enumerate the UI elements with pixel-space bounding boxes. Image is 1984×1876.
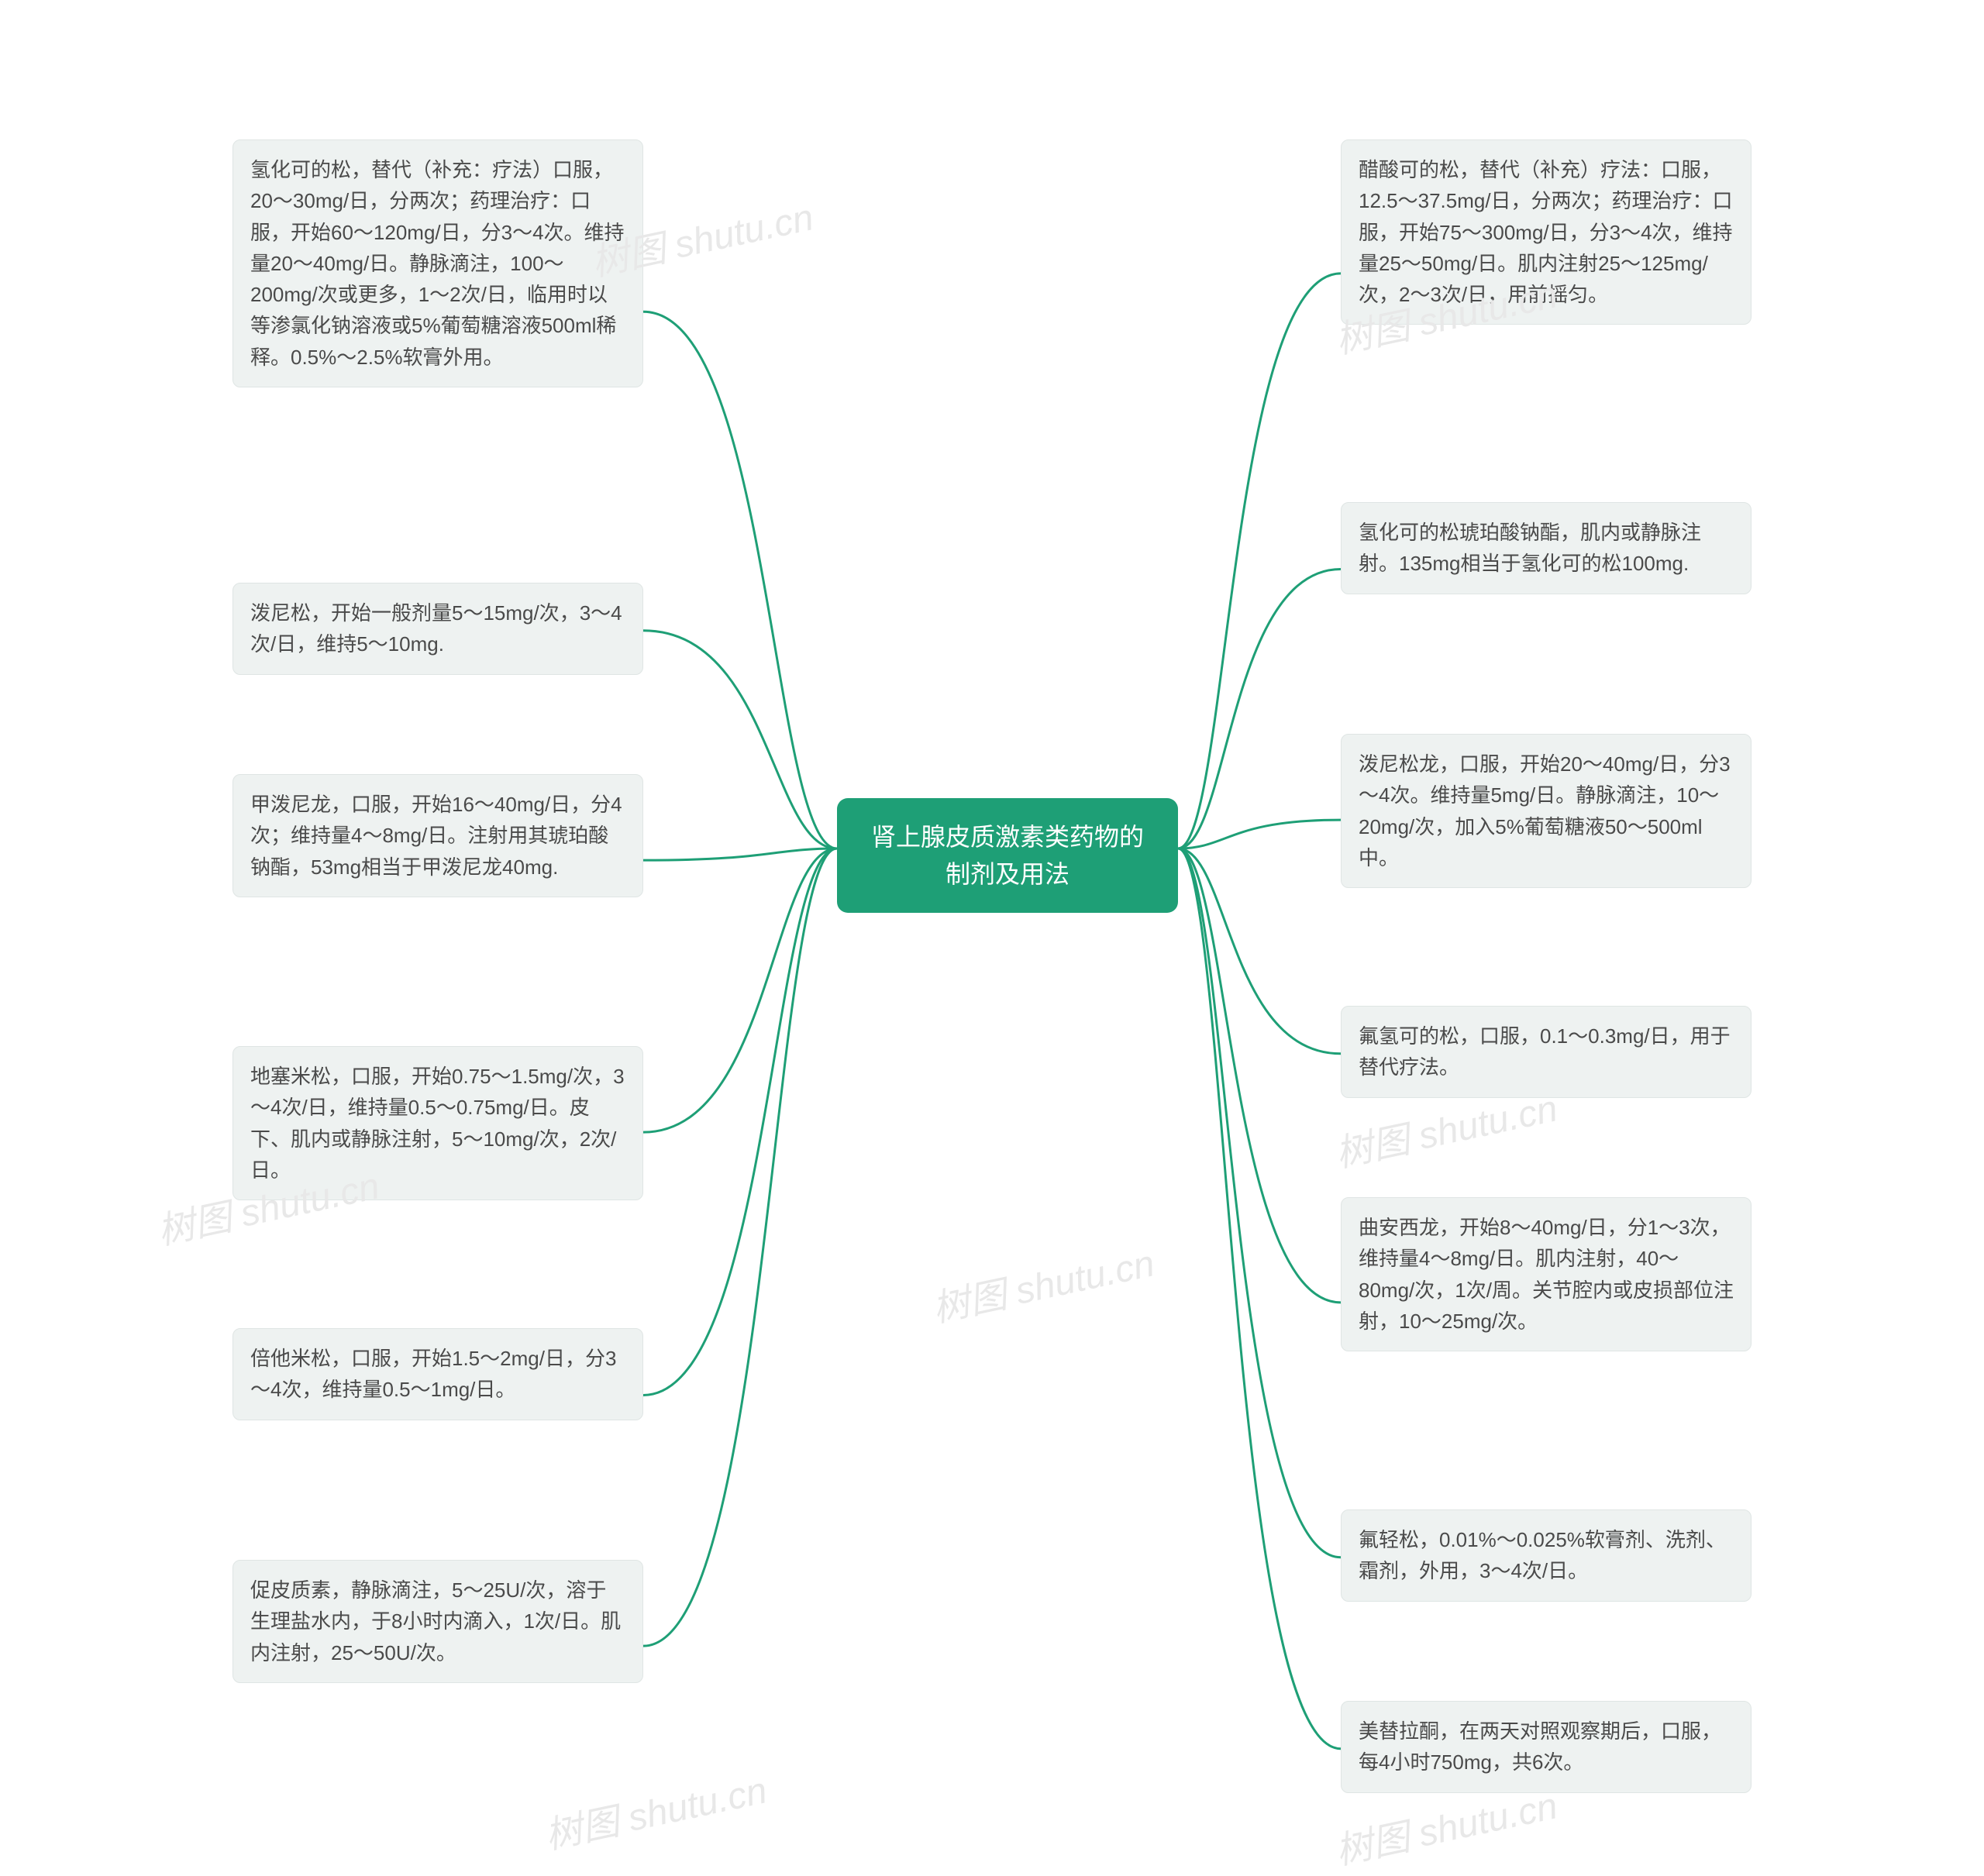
left-node-l3: 甲泼尼龙，口服，开始16～40mg/日，分4次；维持量4～8mg/日。注射用其琥… <box>232 774 643 897</box>
watermark-3: 树图 shutu.cn <box>927 1233 1159 1333</box>
right-node-r6: 氟轻松，0.01%～0.025%软膏剂、洗剂、霜剂，外用，3～4次/日。 <box>1341 1509 1752 1602</box>
right-node-r2: 氢化可的松琥珀酸钠酯，肌内或静脉注射。135mg相当于氢化可的松100mg. <box>1341 502 1752 594</box>
right-node-text-r4: 氟氢可的松，口服，0.1～0.3mg/日，用于替代疗法。 <box>1359 1024 1731 1079</box>
right-node-text-r2: 氢化可的松琥珀酸钠酯，肌内或静脉注射。135mg相当于氢化可的松100mg. <box>1359 521 1701 575</box>
left-node-l6: 促皮质素，静脉滴注，5～25U/次，溶于生理盐水内，于8小时内滴入，1次/日。肌… <box>232 1560 643 1683</box>
left-node-l1: 氢化可的松，替代（补充：疗法）口服，20～30mg/日，分两次；药理治疗：口服，… <box>232 139 643 387</box>
left-node-text-l3: 甲泼尼龙，口服，开始16～40mg/日，分4次；维持量4～8mg/日。注射用其琥… <box>250 793 622 879</box>
left-node-l5: 倍他米松，口服，开始1.5～2mg/日，分3～4次，维持量0.5～1mg/日。 <box>232 1328 643 1420</box>
watermark-5: 树图 shutu.cn <box>539 1760 771 1860</box>
right-node-r4: 氟氢可的松，口服，0.1～0.3mg/日，用于替代疗法。 <box>1341 1006 1752 1098</box>
right-node-r7: 美替拉酮，在两天对照观察期后，口服，每4小时750mg，共6次。 <box>1341 1701 1752 1793</box>
right-node-r3: 泼尼松龙，口服，开始20～40mg/日，分3～4次。维持量5mg/日。静脉滴注，… <box>1341 734 1752 888</box>
left-node-text-l6: 促皮质素，静脉滴注，5～25U/次，溶于生理盐水内，于8小时内滴入，1次/日。肌… <box>250 1578 621 1664</box>
mindmap-container: 肾上腺皮质激素类药物的制剂及用法 氢化可的松，替代（补充：疗法）口服，20～30… <box>0 0 1984 1876</box>
right-node-text-r5: 曲安西龙，开始8～40mg/日，分1～3次，维持量4～8mg/日。肌内注射，40… <box>1359 1216 1734 1333</box>
center-node: 肾上腺皮质激素类药物的制剂及用法 <box>837 798 1178 913</box>
center-title: 肾上腺皮质激素类药物的制剂及用法 <box>871 823 1144 888</box>
right-node-text-r1: 醋酸可的松，替代（补充）疗法：口服，12.5～37.5mg/日，分两次；药理治疗… <box>1359 158 1733 306</box>
right-node-r5: 曲安西龙，开始8～40mg/日，分1～3次，维持量4～8mg/日。肌内注射，40… <box>1341 1197 1752 1351</box>
left-node-text-l4: 地塞米松，口服，开始0.75～1.5mg/次，3～4次/日，维持量0.5～0.7… <box>250 1065 625 1182</box>
left-node-text-l2: 泼尼松，开始一般剂量5～15mg/次，3～4次/日，维持5～10mg. <box>250 601 622 656</box>
left-node-l2: 泼尼松，开始一般剂量5～15mg/次，3～4次/日，维持5～10mg. <box>232 583 643 675</box>
right-node-text-r7: 美替拉酮，在两天对照观察期后，口服，每4小时750mg，共6次。 <box>1359 1719 1721 1774</box>
right-node-text-r3: 泼尼松龙，口服，开始20～40mg/日，分3～4次。维持量5mg/日。静脉滴注，… <box>1359 752 1731 869</box>
right-node-r1: 醋酸可的松，替代（补充）疗法：口服，12.5～37.5mg/日，分两次；药理治疗… <box>1341 139 1752 325</box>
right-node-text-r6: 氟轻松，0.01%～0.025%软膏剂、洗剂、霜剂，外用，3～4次/日。 <box>1359 1528 1726 1582</box>
left-node-text-l1: 氢化可的松，替代（补充：疗法）口服，20～30mg/日，分两次；药理治疗：口服，… <box>250 158 625 369</box>
left-node-l4: 地塞米松，口服，开始0.75～1.5mg/次，3～4次/日，维持量0.5～0.7… <box>232 1046 643 1200</box>
left-node-text-l5: 倍他米松，口服，开始1.5～2mg/日，分3～4次，维持量0.5～1mg/日。 <box>250 1347 616 1401</box>
